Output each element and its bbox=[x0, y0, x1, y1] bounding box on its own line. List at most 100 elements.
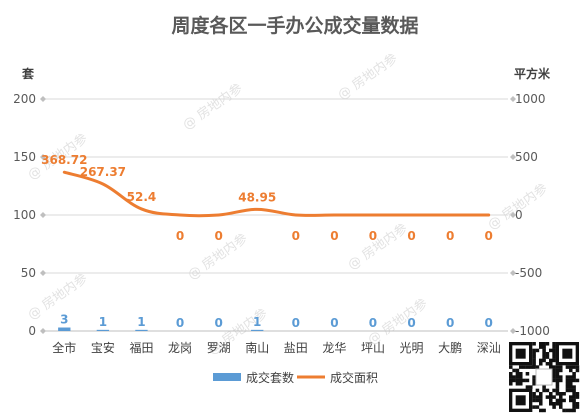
left-tick-marker bbox=[40, 96, 46, 102]
qr-module bbox=[572, 375, 576, 379]
qr-module bbox=[555, 398, 560, 403]
line-data-label: 368.72 bbox=[41, 153, 87, 167]
qr-module bbox=[555, 365, 560, 369]
qr-module bbox=[572, 378, 576, 383]
qr-module bbox=[555, 372, 560, 376]
qr-module bbox=[575, 368, 580, 373]
right-tick-marker bbox=[510, 96, 516, 102]
qr-module bbox=[532, 358, 536, 363]
qr-module bbox=[519, 375, 523, 379]
qr-module bbox=[569, 385, 573, 389]
qr-module bbox=[559, 365, 563, 369]
qr-module bbox=[569, 408, 573, 413]
right-tick-label: 1000 bbox=[515, 92, 546, 106]
qr-module bbox=[559, 402, 563, 406]
bar-data-label: 3 bbox=[60, 313, 68, 327]
qr-module bbox=[569, 395, 573, 399]
qr-module bbox=[575, 365, 580, 369]
qr-module bbox=[549, 402, 553, 406]
chart-title: 周度各区一手办公成交量数据 bbox=[171, 14, 418, 37]
right-tick-label: 0 bbox=[515, 208, 523, 222]
qr-module bbox=[515, 375, 520, 379]
line-data-label: 0 bbox=[446, 229, 454, 243]
qr-module bbox=[572, 408, 576, 413]
qr-module bbox=[575, 378, 580, 383]
qr-module bbox=[572, 402, 576, 406]
qr-module bbox=[559, 392, 563, 396]
bar-data-label: 1 bbox=[253, 315, 261, 329]
qr-module bbox=[569, 388, 573, 393]
category-label: 全市 bbox=[52, 340, 76, 355]
category-label: 龙华 bbox=[322, 341, 346, 355]
qr-module bbox=[572, 365, 576, 369]
qr-module bbox=[565, 375, 570, 379]
bar-data-label: 0 bbox=[214, 316, 222, 330]
category-label: 南山 bbox=[245, 340, 269, 355]
right-tick-marker bbox=[510, 270, 516, 276]
bar-data-label: 0 bbox=[176, 316, 184, 330]
bar-data-label: 0 bbox=[407, 316, 415, 330]
category-label: 深汕 bbox=[477, 341, 501, 355]
bar bbox=[251, 329, 264, 331]
qr-module bbox=[532, 375, 536, 379]
qr-module bbox=[565, 385, 570, 389]
qr-module bbox=[552, 368, 556, 373]
legend-label-line: 成交面积 bbox=[330, 370, 378, 385]
watermark-text: @ 房地内参 bbox=[335, 50, 401, 103]
line-data-label: 0 bbox=[292, 229, 300, 243]
line-data-label: 0 bbox=[485, 229, 493, 243]
qr-module bbox=[525, 372, 530, 376]
qr-module bbox=[512, 368, 516, 373]
qr-module bbox=[512, 375, 516, 379]
qr-module bbox=[545, 362, 550, 366]
line-data-label: 267.37 bbox=[80, 165, 126, 179]
qr-module bbox=[515, 368, 520, 373]
qr-module bbox=[535, 348, 540, 353]
qr-module bbox=[569, 382, 573, 386]
category-label: 大鹏 bbox=[438, 341, 462, 355]
line-data-label: 0 bbox=[214, 229, 222, 243]
qr-module bbox=[539, 395, 543, 399]
qr-module bbox=[525, 378, 530, 383]
qr-module bbox=[539, 408, 543, 413]
qr-module bbox=[522, 365, 526, 369]
qr-module bbox=[525, 365, 530, 369]
left-tick-label: 0 bbox=[28, 324, 36, 338]
qr-module bbox=[575, 392, 580, 396]
left-tick-label: 50 bbox=[21, 266, 36, 280]
qr-module bbox=[532, 392, 536, 396]
qr-module bbox=[532, 348, 536, 353]
qr-module bbox=[565, 382, 570, 386]
qr-module bbox=[542, 342, 546, 346]
qr-module bbox=[555, 402, 560, 406]
left-axis-title: 套 bbox=[21, 66, 35, 81]
right-axis-title: 平方米 bbox=[514, 66, 551, 81]
qr-module bbox=[552, 352, 556, 356]
qr-module bbox=[532, 365, 536, 369]
qr-module bbox=[565, 408, 570, 413]
qr-module bbox=[545, 388, 550, 393]
qr-module bbox=[532, 405, 536, 409]
qr-module bbox=[545, 355, 550, 359]
qr-module bbox=[559, 378, 563, 383]
left-tick-marker bbox=[40, 328, 46, 334]
qr-module bbox=[575, 402, 580, 406]
watermark-text: @ 房地内参 bbox=[345, 220, 411, 273]
qr-module bbox=[532, 352, 536, 356]
qr-module bbox=[539, 362, 543, 366]
qr-module bbox=[569, 398, 573, 403]
qr-module bbox=[555, 368, 560, 373]
left-tick-marker bbox=[40, 212, 46, 218]
bar-data-label: 0 bbox=[446, 316, 454, 330]
category-label: 盐田 bbox=[284, 341, 308, 355]
qr-module bbox=[525, 385, 530, 389]
qr-module bbox=[555, 392, 560, 396]
qr-module bbox=[575, 395, 580, 399]
qr-module bbox=[572, 388, 576, 393]
qr-module bbox=[555, 382, 560, 386]
qr-module bbox=[569, 375, 573, 379]
qr-finder-inner bbox=[562, 348, 573, 359]
qr-module bbox=[552, 395, 556, 399]
qr-module bbox=[509, 378, 513, 383]
